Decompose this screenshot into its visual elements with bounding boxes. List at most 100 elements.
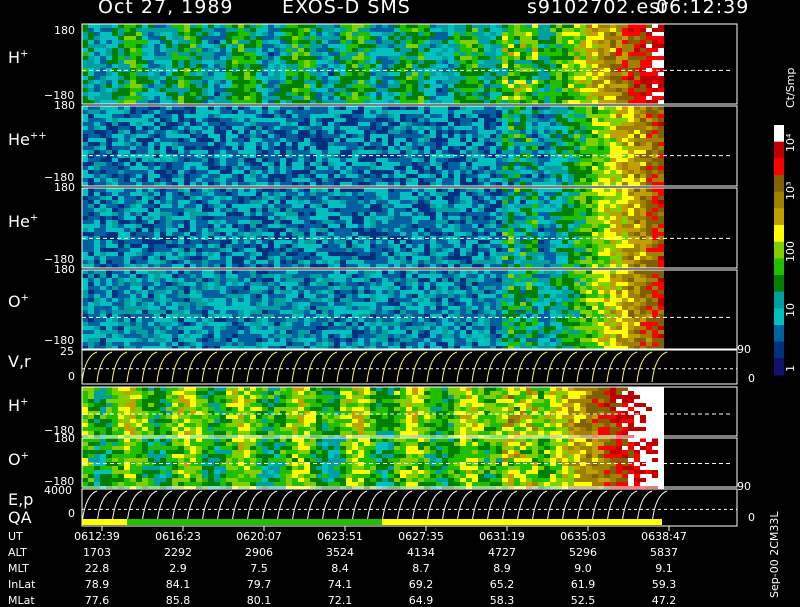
heatmap-cell bbox=[376, 88, 382, 92]
heatmap-cell bbox=[316, 84, 322, 88]
heatmap-cell bbox=[580, 80, 586, 84]
heatmap-cell bbox=[292, 158, 298, 162]
heatmap-cell bbox=[88, 80, 94, 84]
heatmap-cell bbox=[100, 92, 106, 96]
heatmap-cell bbox=[124, 244, 130, 248]
heatmap-cell bbox=[136, 48, 142, 52]
heatmap-cell bbox=[316, 24, 322, 28]
heatmap-cell bbox=[316, 224, 322, 228]
heatmap-cell bbox=[268, 232, 274, 236]
heatmap-cell bbox=[406, 204, 412, 208]
heatmap-cell bbox=[226, 36, 232, 40]
heatmap-cell bbox=[370, 56, 376, 60]
heatmap-cell bbox=[238, 92, 244, 96]
heatmap-cell bbox=[406, 220, 412, 224]
heatmap-cell bbox=[142, 80, 148, 84]
heatmap-cell bbox=[502, 100, 508, 104]
heatmap-cell bbox=[166, 72, 172, 76]
heatmap-cell bbox=[202, 122, 208, 126]
heatmap-cell bbox=[394, 134, 400, 138]
heatmap-cell bbox=[352, 76, 358, 80]
heatmap-cell bbox=[382, 48, 388, 52]
heatmap-cell bbox=[304, 162, 310, 166]
heatmap-cell bbox=[226, 208, 232, 212]
heatmap-cell bbox=[502, 130, 508, 134]
heatmap-cell bbox=[412, 84, 418, 88]
heatmap-cell bbox=[562, 114, 568, 118]
heatmap-cell bbox=[388, 122, 394, 126]
heatmap-cell bbox=[586, 174, 592, 178]
heatmap-cell bbox=[226, 142, 232, 146]
heatmap-cell bbox=[514, 88, 520, 92]
heatmap-cell bbox=[442, 122, 448, 126]
heatmap-cell bbox=[130, 106, 136, 110]
heatmap-cell bbox=[376, 174, 382, 178]
heatmap-cell bbox=[478, 150, 484, 154]
heatmap-cell bbox=[268, 248, 274, 252]
heatmap-cell bbox=[508, 150, 514, 154]
heatmap-cell bbox=[184, 126, 190, 130]
heatmap-cell bbox=[436, 96, 442, 100]
heatmap-cell bbox=[430, 166, 436, 170]
heatmap-cell bbox=[310, 72, 316, 76]
heatmap-cell bbox=[634, 118, 640, 122]
heatmap-cell bbox=[190, 84, 196, 88]
heatmap-cell bbox=[100, 106, 106, 110]
heatmap-cell bbox=[190, 96, 196, 100]
heatmap-cell bbox=[466, 130, 472, 134]
heatmap-cell bbox=[262, 228, 268, 232]
heatmap-cell bbox=[178, 204, 184, 208]
heatmap-cell bbox=[124, 158, 130, 162]
heatmap-cell bbox=[526, 150, 532, 154]
heatmap-cell bbox=[640, 134, 646, 138]
heatmap-cell bbox=[178, 118, 184, 122]
heatmap-cell bbox=[382, 216, 388, 220]
heatmap-cell bbox=[490, 146, 496, 150]
heatmap-cell bbox=[628, 44, 634, 48]
heatmap-cell bbox=[418, 146, 424, 150]
heatmap-cell bbox=[274, 64, 280, 68]
heatmap-cell bbox=[268, 110, 274, 114]
heatmap-cell bbox=[646, 138, 652, 142]
heatmap-cell bbox=[532, 96, 538, 100]
heatmap-cell bbox=[154, 106, 160, 110]
heatmap-cell bbox=[220, 192, 226, 196]
heatmap-cell bbox=[436, 48, 442, 52]
heatmap-cell bbox=[250, 72, 256, 76]
heatmap-cell bbox=[322, 146, 328, 150]
heatmap-cell bbox=[412, 48, 418, 52]
heatmap-cell bbox=[490, 44, 496, 48]
heatmap-cell bbox=[280, 212, 286, 216]
heatmap-cell bbox=[148, 200, 154, 204]
heatmap-cell bbox=[118, 240, 124, 244]
heatmap-cell bbox=[466, 122, 472, 126]
heatmap-cell bbox=[202, 182, 208, 186]
heatmap-cell bbox=[520, 114, 526, 118]
heatmap-cell bbox=[502, 88, 508, 92]
heatmap-cell bbox=[184, 60, 190, 64]
heatmap-cell bbox=[190, 264, 196, 268]
heatmap-cell bbox=[538, 158, 544, 162]
heatmap-cell bbox=[568, 80, 574, 84]
heatmap-cell bbox=[358, 208, 364, 212]
heatmap-cell bbox=[208, 60, 214, 64]
heatmap-cell bbox=[508, 162, 514, 166]
heatmap-cell bbox=[598, 118, 604, 122]
heatmap-cell bbox=[304, 130, 310, 134]
heatmap-cell bbox=[244, 192, 250, 196]
heatmap-cell bbox=[226, 220, 232, 224]
heatmap-cell bbox=[562, 92, 568, 96]
heatmap-cell bbox=[286, 244, 292, 248]
heatmap-cell bbox=[268, 142, 274, 146]
heatmap-cell bbox=[322, 52, 328, 56]
heatmap-cell bbox=[364, 24, 370, 28]
heatmap-cell bbox=[286, 182, 292, 186]
heatmap-cell bbox=[322, 244, 328, 248]
heatmap-cell bbox=[604, 118, 610, 122]
heatmap-cell bbox=[556, 170, 562, 174]
heatmap-cell bbox=[448, 122, 454, 126]
heatmap-cell bbox=[172, 240, 178, 244]
heatmap-cell bbox=[238, 130, 244, 134]
heatmap-cell bbox=[394, 256, 400, 260]
heatmap-cell bbox=[118, 92, 124, 96]
